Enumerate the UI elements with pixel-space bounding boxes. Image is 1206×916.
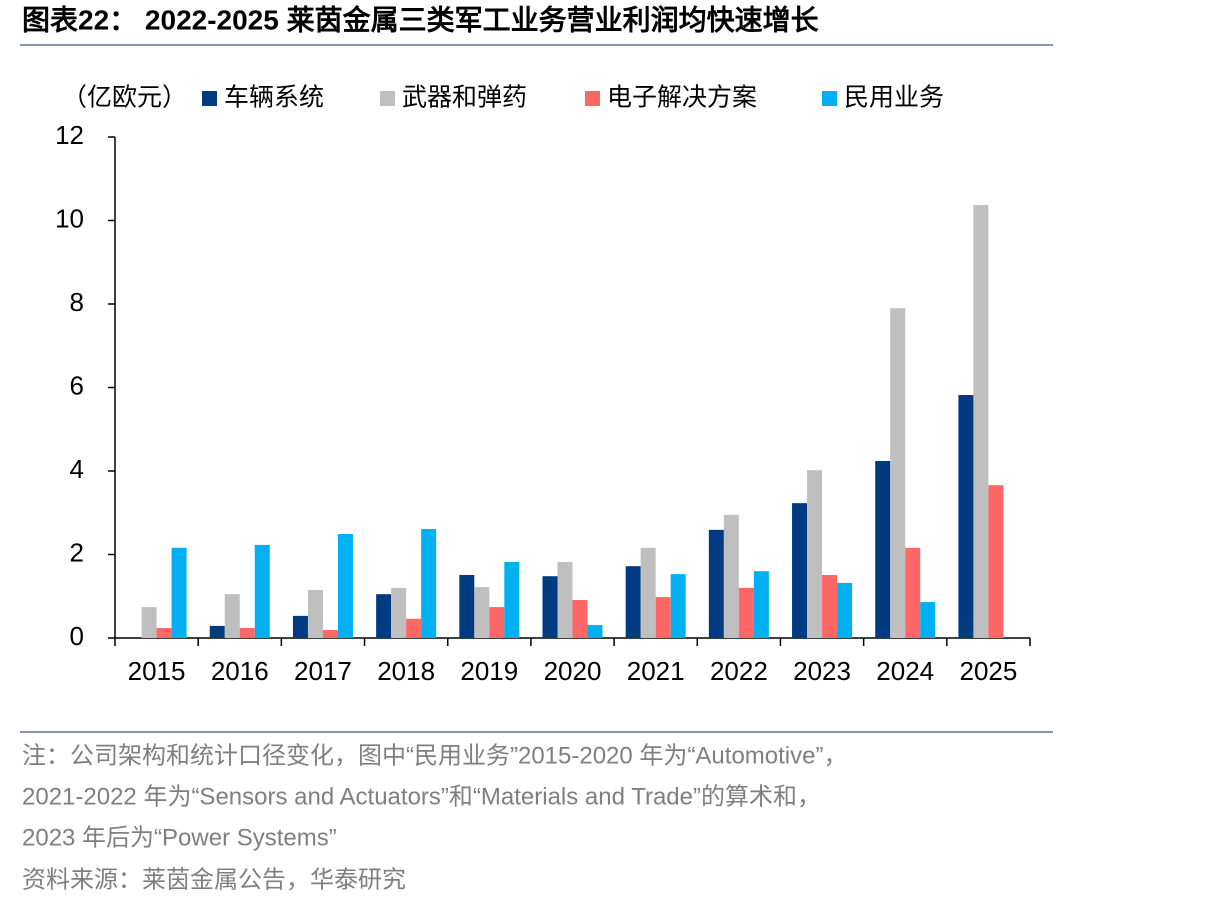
- bar: [655, 597, 671, 638]
- bar: [958, 395, 974, 638]
- bar: [126, 637, 142, 638]
- y-tick-label: 10: [55, 203, 84, 233]
- y-tick-label: 4: [70, 454, 84, 484]
- note: 注：公司架构和统计口径变化，图中“民用业务”2015-2020 年为“Autom…: [22, 742, 847, 769]
- bar: [640, 547, 656, 638]
- bar: [421, 529, 437, 638]
- bar: [708, 529, 724, 638]
- x-tick-label: 2017: [294, 656, 352, 686]
- legend-swatch: [822, 91, 837, 106]
- bar: [209, 625, 225, 638]
- bar: [171, 547, 187, 638]
- legend-swatch: [202, 91, 217, 106]
- y-tick-label: 8: [70, 287, 84, 317]
- bar: [792, 503, 808, 638]
- x-tick-label: 2016: [211, 656, 269, 686]
- bar: [322, 630, 338, 638]
- note: 2021-2022 年为“Sensors and Actuators”和“Mat…: [22, 783, 821, 810]
- chart-title: 图表22： 2022-2025 莱茵金属三类军工业务营业利润均快速增长: [22, 3, 819, 35]
- y-tick-label: 6: [70, 370, 84, 400]
- bar: [542, 576, 558, 638]
- bar: [723, 514, 739, 638]
- y-tick-label: 2: [70, 537, 84, 567]
- x-tick-label: 2021: [627, 656, 685, 686]
- x-tick-label: 2022: [710, 656, 768, 686]
- bar: [837, 582, 853, 638]
- note: 2023 年后为“Power Systems”: [22, 824, 337, 851]
- bar: [474, 587, 490, 638]
- bar: [822, 574, 838, 638]
- legend-label: 武器和弹药: [402, 84, 527, 112]
- bar: [973, 205, 989, 639]
- source: 资料来源：莱茵金属公告，华泰研究: [22, 866, 406, 893]
- bar: [391, 587, 407, 638]
- bar: [738, 587, 754, 638]
- bar: [875, 460, 891, 638]
- x-tick-label: 2015: [128, 656, 186, 686]
- bar: [557, 562, 573, 638]
- y-tick-label: 12: [55, 120, 84, 150]
- bar: [625, 566, 641, 638]
- bar: [988, 485, 1004, 638]
- legend-label: 电子解决方案: [607, 84, 757, 112]
- bar: [504, 562, 520, 638]
- bar: [905, 547, 921, 638]
- bar: [141, 607, 157, 638]
- y-axis-label: （亿欧元）: [62, 84, 187, 112]
- x-tick-label: 2025: [959, 656, 1017, 686]
- bar: [753, 571, 769, 638]
- x-tick-label: 2023: [793, 656, 851, 686]
- bar: [406, 618, 422, 638]
- x-tick-label: 2018: [377, 656, 435, 686]
- bar: [376, 594, 392, 638]
- bar: [459, 574, 475, 638]
- legend-label: 车辆系统: [224, 84, 324, 112]
- bar: [890, 308, 906, 638]
- bar: [670, 574, 686, 638]
- bar: [307, 589, 323, 638]
- x-tick-label: 2019: [460, 656, 518, 686]
- bar: [489, 607, 505, 638]
- bar: [224, 594, 240, 638]
- x-tick-label: 2020: [544, 656, 602, 686]
- bar: [572, 600, 588, 638]
- bar: [920, 602, 936, 638]
- bar: [254, 544, 270, 638]
- bar: [337, 534, 353, 638]
- bar: [807, 470, 823, 638]
- legend-swatch: [585, 91, 600, 106]
- bar: [156, 627, 172, 638]
- legend-swatch: [380, 91, 395, 106]
- legend-label: 民用业务: [844, 84, 944, 112]
- bar: [239, 627, 255, 638]
- bar: [292, 615, 308, 638]
- x-tick-label: 2024: [876, 656, 934, 686]
- y-tick-label: 0: [70, 621, 84, 651]
- bar: [587, 625, 603, 638]
